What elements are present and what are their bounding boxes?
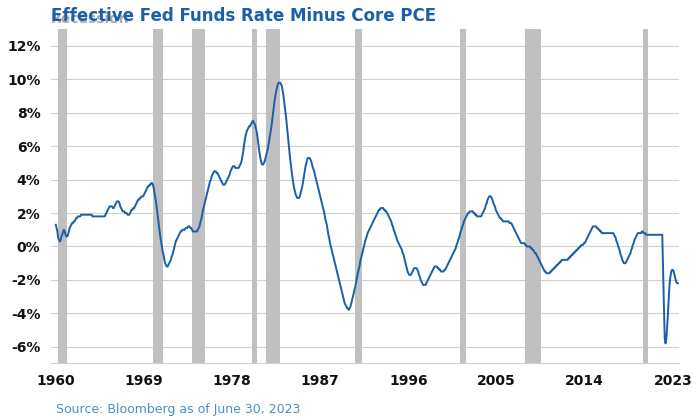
Bar <box>153 29 162 363</box>
Text: Recession: Recession <box>51 12 130 26</box>
Bar <box>354 29 362 363</box>
Text: Source: Bloomberg as of June 30, 2023: Source: Bloomberg as of June 30, 2023 <box>56 403 300 416</box>
Text: Effective Fed Funds Rate Minus Core PCE: Effective Fed Funds Rate Minus Core PCE <box>51 7 436 25</box>
Bar <box>643 29 648 363</box>
Bar <box>460 29 466 363</box>
Bar <box>252 29 257 363</box>
Bar <box>525 29 540 363</box>
Bar <box>267 29 280 363</box>
Bar <box>192 29 205 363</box>
Bar <box>58 29 67 363</box>
